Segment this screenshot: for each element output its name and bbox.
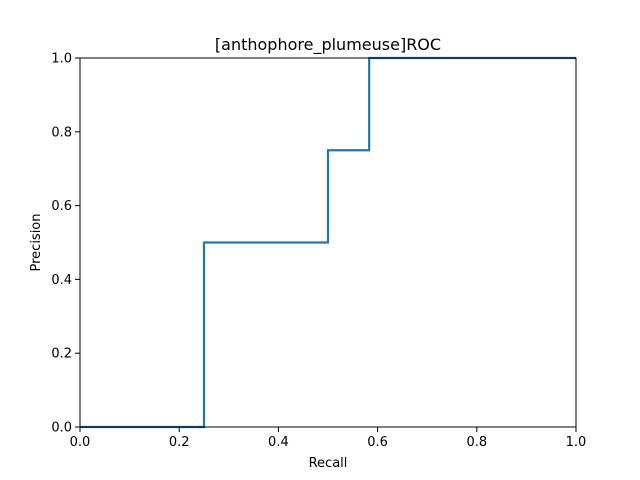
x-tick-label: 0.4: [268, 435, 289, 450]
y-tick-label: 0.8: [51, 125, 72, 140]
x-axis-label: Recall: [309, 456, 348, 471]
y-tick-label: 1.0: [51, 52, 72, 67]
x-tick-label: 0.0: [70, 435, 91, 450]
y-axis-ticks: 0.0 0.2 0.4 0.6 0.8 1.0: [51, 52, 80, 436]
chart-title: [anthophore_plumeuse]ROC: [215, 35, 441, 55]
x-tick-label: 1.0: [566, 435, 587, 450]
x-tick-label: 0.8: [466, 435, 487, 450]
y-tick-label: 0.2: [51, 347, 72, 362]
y-tick-label: 0.0: [51, 421, 72, 436]
y-tick-label: 0.6: [51, 199, 72, 214]
x-tick-label: 0.6: [367, 435, 388, 450]
plot-area: [79, 56, 577, 429]
x-tick-label: 0.2: [169, 435, 190, 450]
y-axis-label: Precision: [29, 213, 44, 271]
plot-frame: [79, 57, 577, 428]
y-tick-label: 0.4: [51, 273, 72, 288]
series-line: [80, 56, 576, 429]
x-axis-ticks: 0.0 0.2 0.4 0.6 0.8 1.0: [70, 427, 587, 450]
